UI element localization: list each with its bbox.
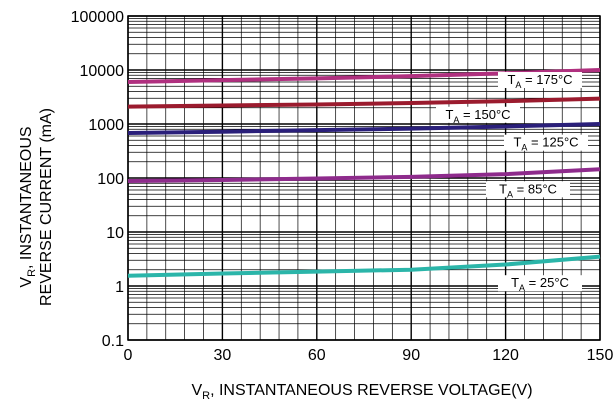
plot-frame [127,15,601,341]
y-axis-ticks: 0.1 1 10 100 1000 10000 100000 [71,9,124,350]
series-label-background [486,181,570,198]
x-tick-label: 60 [308,347,326,364]
series-label: TA = 175°C [507,72,572,90]
series-label-background [436,106,520,123]
series-label-background [498,72,582,89]
y-tick-label: 100 [97,171,124,188]
series-label: TA = 85°C [499,181,557,199]
series-label: TA = 150°C [445,107,510,125]
x-axis-title: VR, INSTANTANEOUS REVERSE VOLTAGE(V) [191,382,532,402]
series-line [127,254,601,278]
x-tick-label: 90 [402,347,420,364]
series-layer [127,68,601,278]
y-tick-label: 1000 [88,117,124,134]
series-line [127,96,601,109]
svg-text:REVERSE CURRENT (mA): REVERSE CURRENT (mA) [38,108,55,306]
svg-text:VR, INSTANTANEOUS: VR, INSTANTANEOUS [18,126,38,287]
y-tick-label: 10000 [80,63,125,80]
series-line [127,167,601,183]
y-tick-label: 10 [106,225,124,242]
x-tick-label: 120 [492,347,519,364]
series-labels: TA = 175°C TA = 150°CTA = 125°C TA = 85°C T… [436,72,588,293]
x-tick-label: 30 [214,347,232,364]
series-label: TA = 125°C [513,135,578,153]
y-tick-label: 1 [115,279,124,296]
series-label-background [504,134,588,151]
series-label-background [498,275,582,292]
x-axis-ticks: 0 30 60 90 120 150 [124,347,613,364]
x-tick-label: 150 [587,347,613,364]
y-axis-title: VR, INSTANTANEOUS REVERSE CURRENT (mA) [18,108,55,306]
y-tick-label: 0.1 [102,333,124,350]
series-line [127,122,601,136]
x-tick-label: 0 [124,347,133,364]
y-tick-label: 100000 [71,9,124,26]
series-label: TA = 25°C [511,275,569,293]
